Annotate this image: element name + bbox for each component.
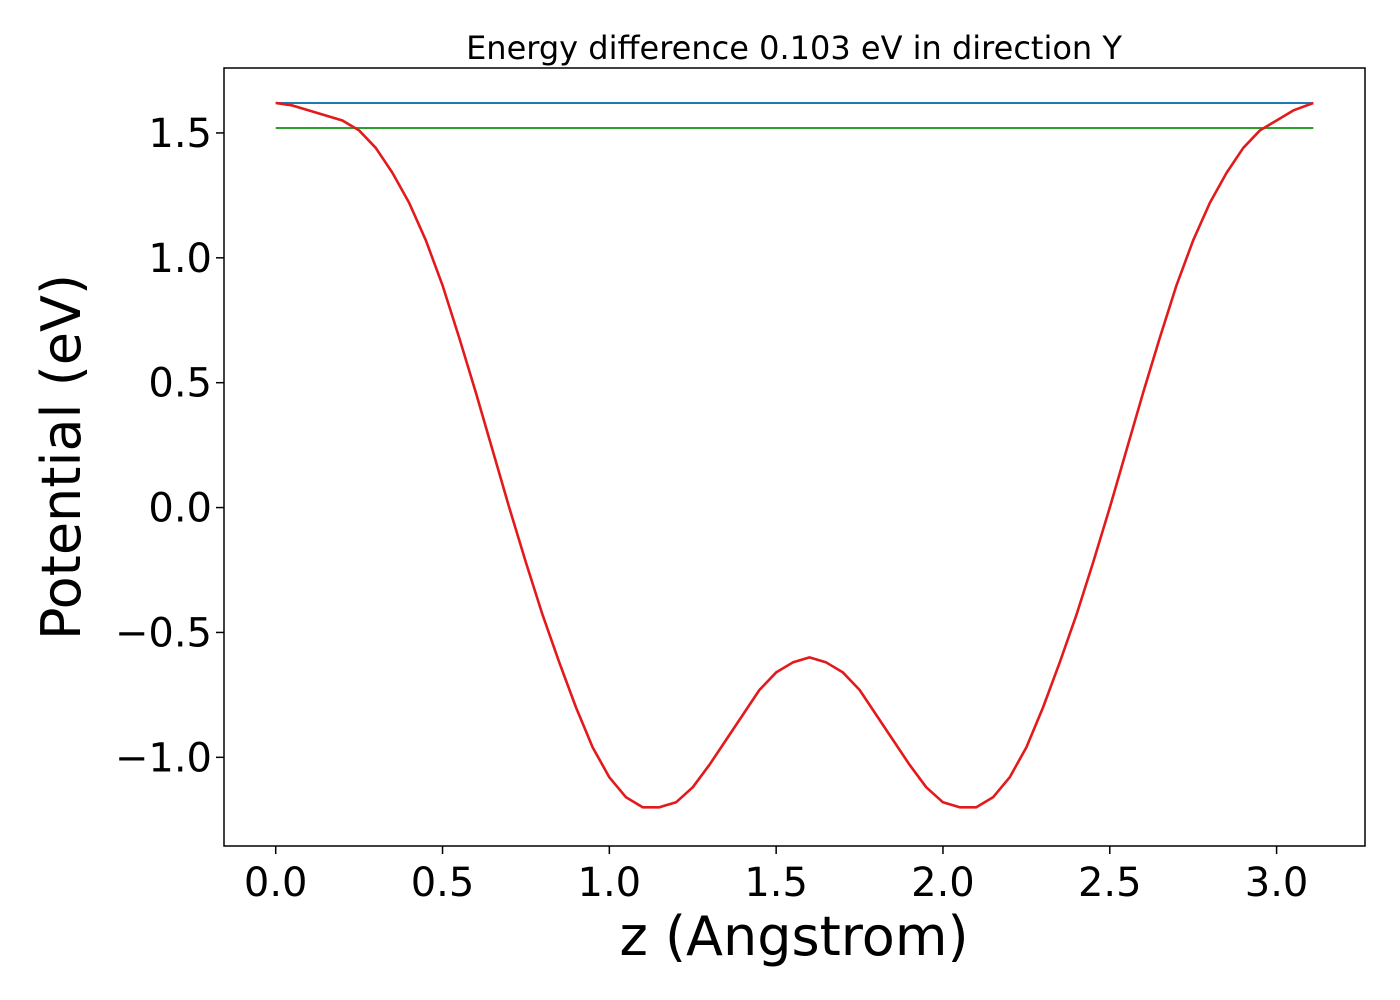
y-tick-label: 0.5: [148, 361, 212, 407]
x-tick-label: 0.0: [244, 860, 308, 906]
y-tick-label: −1.0: [115, 735, 212, 781]
x-tick-label: 0.5: [411, 860, 475, 906]
x-tick-label: 1.5: [744, 860, 808, 906]
x-tick-label: 1.0: [578, 860, 642, 906]
x-tick-label: 2.0: [911, 860, 975, 906]
y-tick-label: 1.0: [148, 236, 212, 282]
y-axis-label: Potential (eV): [30, 274, 93, 640]
y-tick-label: 1.5: [148, 111, 212, 157]
y-axis-ticks: −1.0 −0.5 0.0 0.5 1.0 1.5: [115, 111, 224, 781]
chart-title: Energy difference 0.103 eV in direction …: [466, 29, 1122, 67]
series-line-2: [275, 101, 1314, 809]
x-axis-label: z (Angstrom): [619, 905, 968, 968]
x-axis-ticks: 0.0 0.5 1.0 1.5 2.0 2.5 3.0: [244, 846, 1309, 906]
y-tick-label: 0.0: [148, 486, 212, 532]
y-tick-label: −0.5: [115, 610, 212, 656]
plot-frame: [223, 67, 1366, 847]
series-layer: [275, 101, 1314, 809]
x-tick-label: 3.0: [1245, 860, 1309, 906]
x-tick-label: 2.5: [1078, 860, 1142, 906]
